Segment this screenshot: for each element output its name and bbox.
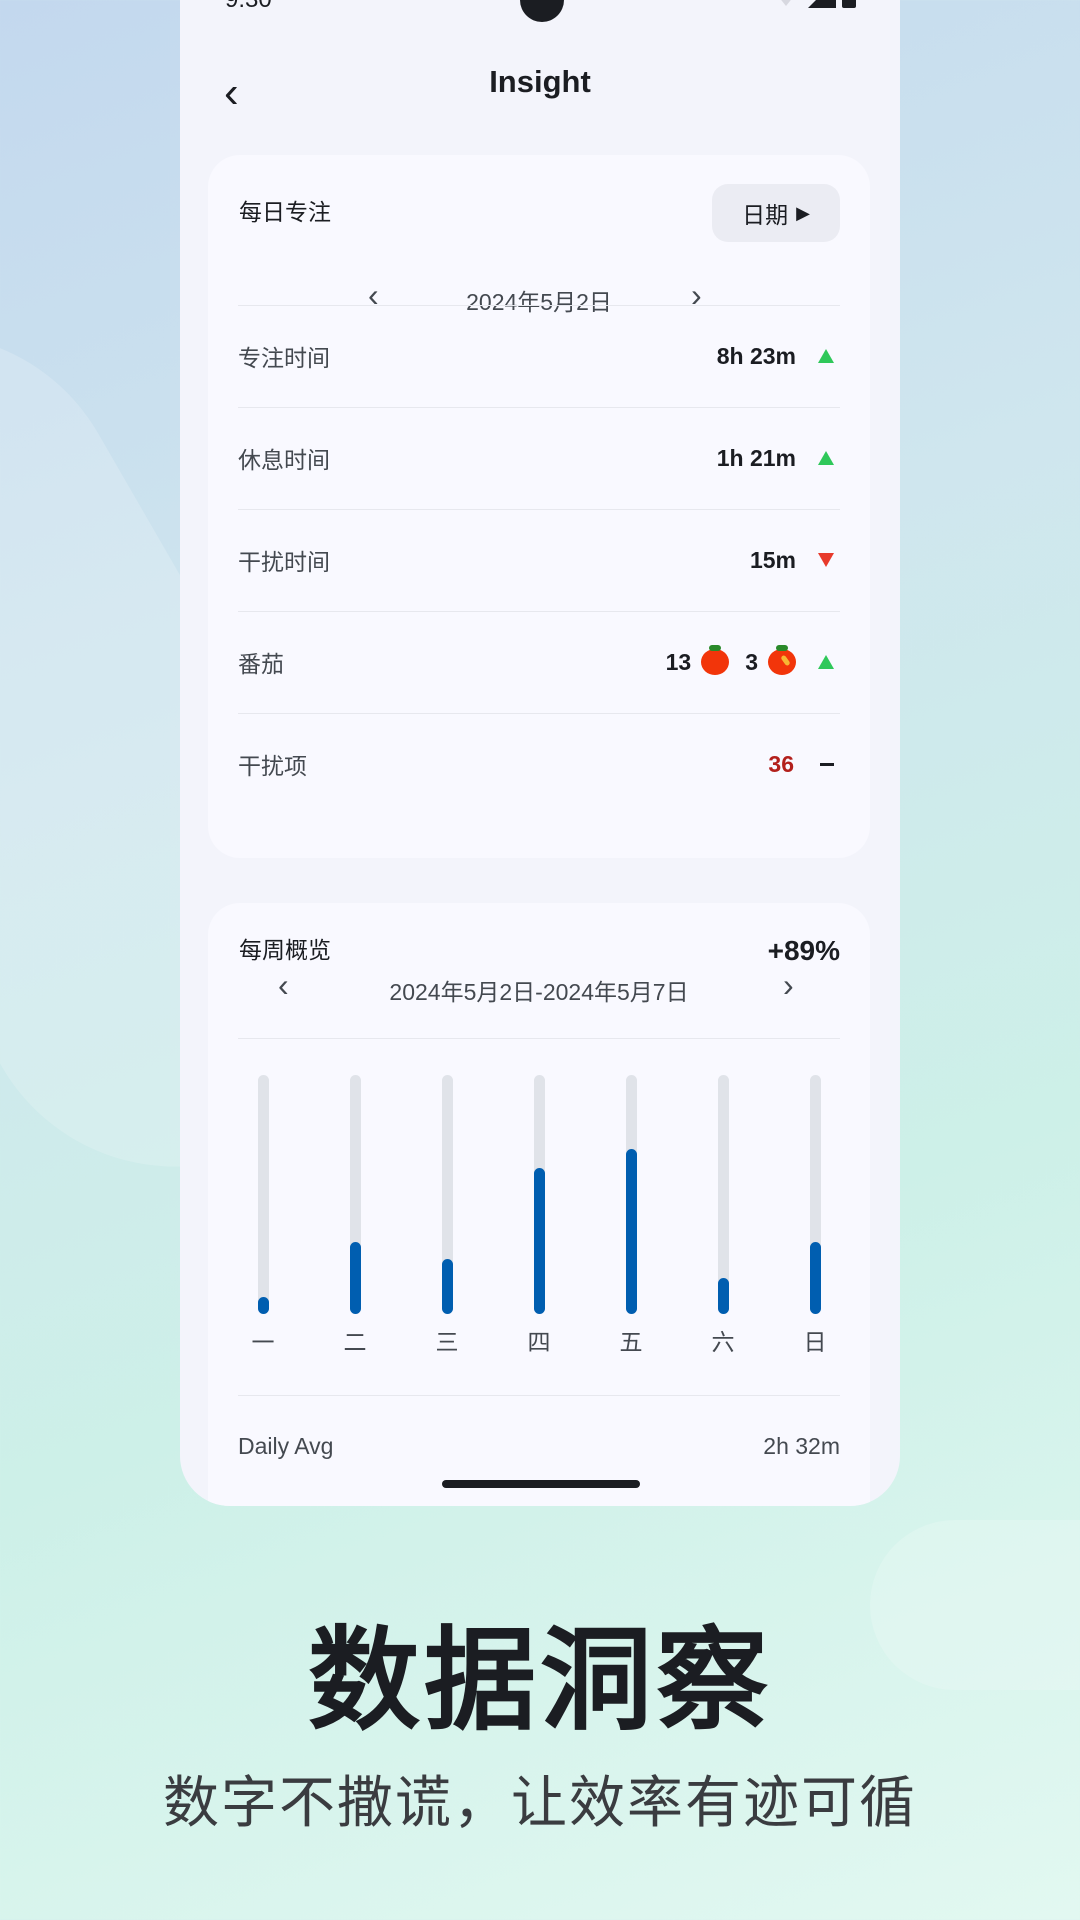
day-label: 日 (803, 1329, 827, 1355)
trend-up-icon (818, 655, 834, 669)
daily-avg-label: Daily Avg (238, 1433, 334, 1459)
week-range: 2024年5月2日-2024年5月7日 (389, 979, 689, 1005)
trend-up-icon (818, 451, 834, 465)
day-label: 四 (527, 1329, 551, 1355)
bar-track (626, 1075, 637, 1314)
stat-label: 干扰时间 (238, 549, 330, 575)
stat-row: 休息时间 1h 21m (238, 407, 840, 509)
bar-track (442, 1075, 453, 1314)
day-label: 五 (619, 1329, 643, 1355)
promo-headline: 数据洞察 (308, 1618, 772, 1743)
bar-track (258, 1075, 269, 1314)
card-title: 每日专注 (239, 199, 331, 225)
bar-track (718, 1075, 729, 1314)
day-label: 一 (251, 1329, 275, 1355)
bar-track (534, 1075, 545, 1314)
bar-5 (718, 1278, 729, 1314)
prev-date-button[interactable]: ‹ (368, 277, 379, 313)
bar-6 (810, 1242, 821, 1314)
bar-track (350, 1075, 361, 1314)
trend-down-icon (818, 553, 834, 567)
date-mode-label: 日期 (742, 202, 789, 228)
trend-flat-icon (820, 762, 834, 766)
status-bar: 9:30 (180, 0, 900, 22)
stat-label: 干扰项 (238, 753, 307, 779)
day-label: 六 (711, 1329, 735, 1355)
stat-row: 干扰时间 15m (238, 509, 840, 611)
stat-value: 1h 21m (716, 444, 796, 471)
camera-cutout (520, 0, 564, 22)
signal-icon (808, 0, 836, 8)
prev-week-button[interactable]: ‹ (278, 967, 289, 1003)
play-icon: ▶ (796, 202, 810, 223)
daily-focus-card: 每日专注 日期 ▶ ‹ 2024年5月2日 › 专注时间 8h 23m 休息时间 … (208, 155, 870, 858)
current-date: 2024年5月2日 (466, 289, 612, 315)
stat-label: 专注时间 (238, 345, 330, 371)
battery-icon (842, 0, 856, 8)
phone-screen: 9:30 ‹ Insight 每日专注 日期 ▶ ‹ 2024年5月2日 › 专注… (180, 0, 900, 1506)
home-indicator[interactable] (442, 1480, 640, 1488)
weekly-overview-card: 每周概览 +89% ‹ 2024年5月2日-2024年5月7日 › 一 二 三 … (208, 903, 870, 1506)
trend-up-icon (818, 349, 834, 363)
day-label: 二 (343, 1329, 367, 1355)
page-title: Insight (489, 64, 591, 99)
date-mode-button[interactable]: 日期 ▶ (712, 184, 840, 242)
stat-value: 36 (768, 750, 794, 777)
tomato-icon (701, 645, 730, 675)
stat-label: 休息时间 (238, 447, 330, 473)
next-date-button[interactable]: › (691, 277, 702, 313)
status-time: 9:30 (225, 0, 272, 14)
stat-label: 番茄 (238, 651, 284, 677)
card-title: 每周概览 (239, 937, 331, 963)
date-navigator: ‹ 2024年5月2日 › (208, 277, 870, 317)
stat-value-2: 3 (745, 648, 758, 675)
wifi-icon (770, 0, 802, 6)
stat-value: 15m (749, 546, 796, 573)
daily-avg-value: 2h 32m (763, 1433, 840, 1459)
stat-value: 8h 23m (716, 342, 796, 369)
back-button[interactable]: ‹ (224, 68, 239, 117)
bar-3 (534, 1168, 545, 1314)
stat-row: 专注时间 8h 23m (238, 305, 840, 407)
week-navigator: ‹ 2024年5月2日-2024年5月7日 › (208, 967, 870, 1007)
interrupted-tomato-icon (768, 645, 796, 675)
promo-tagline: 数字不撒谎，让效率有迹可循 (163, 1771, 917, 1834)
stat-row: 干扰项 36 (238, 713, 840, 815)
bar-4 (626, 1149, 637, 1314)
stat-row: 番茄 13 3 (238, 611, 840, 713)
weekly-change: +89% (767, 935, 840, 966)
bar-0 (258, 1297, 269, 1314)
bar-2 (442, 1259, 453, 1314)
day-label: 三 (435, 1329, 459, 1355)
bar-track (810, 1075, 821, 1314)
next-week-button[interactable]: › (783, 967, 794, 1003)
stat-value: 13 (665, 648, 692, 675)
bar-1 (350, 1242, 361, 1314)
